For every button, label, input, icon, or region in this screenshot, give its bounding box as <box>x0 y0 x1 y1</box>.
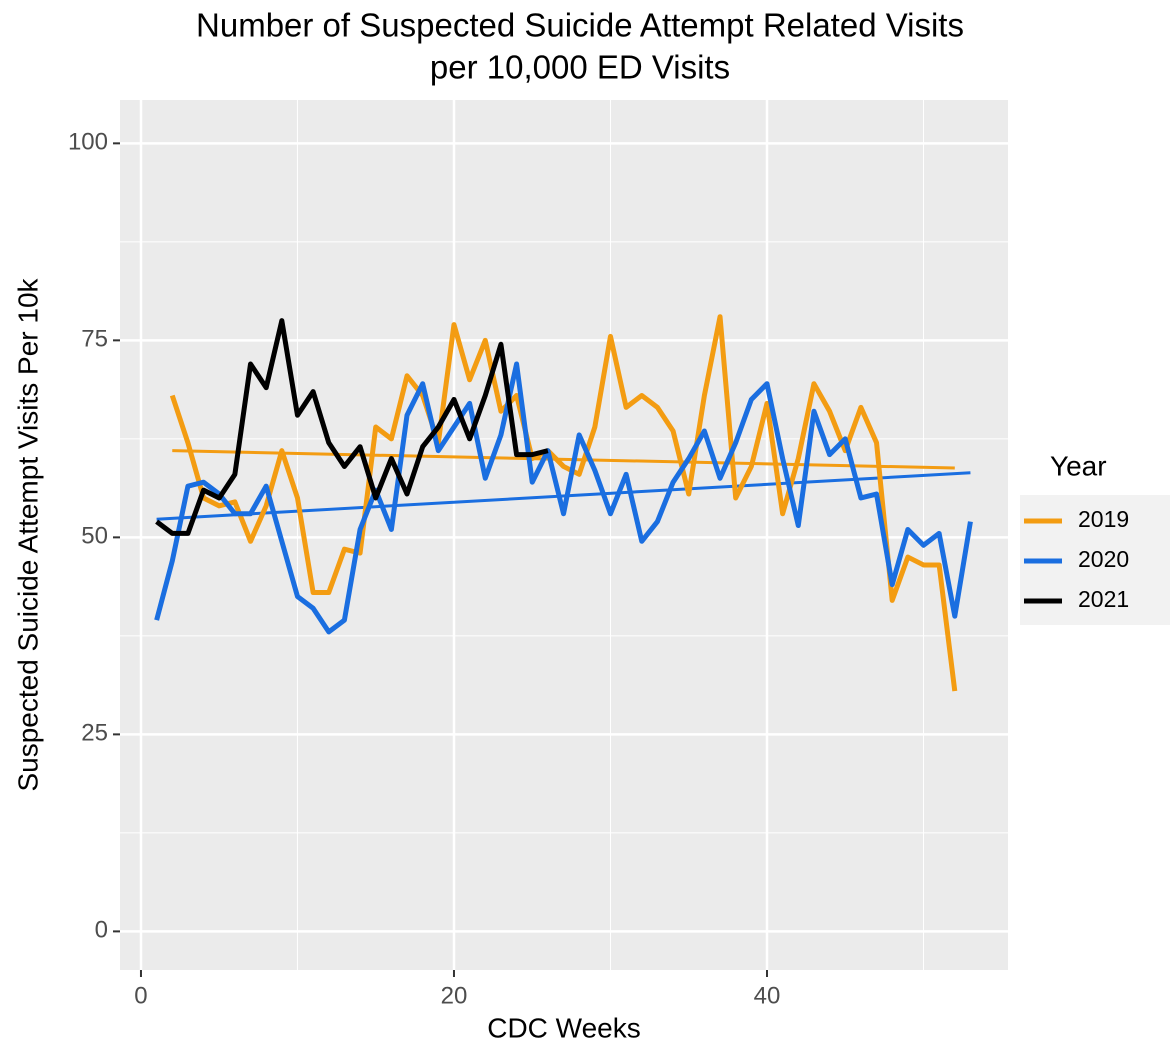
line <box>154 361 973 635</box>
y-tick-label: 25 <box>81 720 108 747</box>
x-tick-label: 20 <box>441 982 468 1009</box>
line <box>169 314 958 692</box>
y-tick-label: 75 <box>81 326 108 353</box>
chart-title: Number of Suspected Suicide Attempt Rela… <box>196 7 964 44</box>
y-tick-label: 0 <box>95 917 108 944</box>
y-tick-label: 100 <box>68 129 108 156</box>
x-axis-label: CDC Weeks <box>487 1012 641 1043</box>
y-axis-label: Suspected Suicide Attempt Visits Per 10k <box>12 277 43 791</box>
legend-label: 2021 <box>1078 586 1129 612</box>
trend-line <box>156 471 971 521</box>
legend-title: Year <box>1050 450 1107 481</box>
legend-label: 2019 <box>1078 506 1129 532</box>
x-tick-label: 0 <box>134 982 147 1009</box>
x-tick-label: 40 <box>754 982 781 1009</box>
legend-label: 2020 <box>1078 546 1129 572</box>
legend: Year 2019 2020 2021 <box>1020 450 1170 625</box>
y-tick-label: 50 <box>81 523 108 550</box>
line <box>155 318 549 536</box>
trend-line <box>172 449 955 470</box>
chart-subtitle: per 10,000 ED Visits <box>430 49 730 86</box>
panel <box>120 100 1008 970</box>
